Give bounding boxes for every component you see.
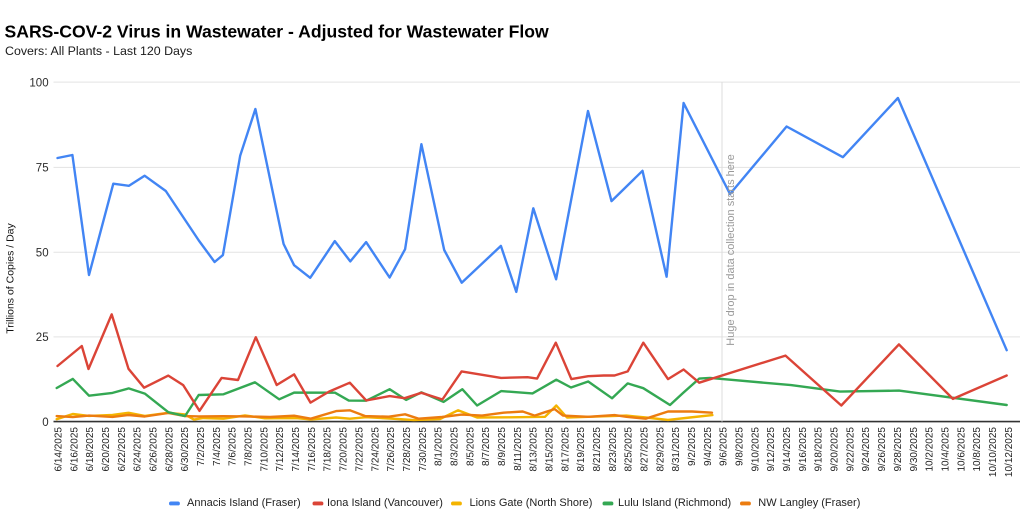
svg-text:6/22/2025: 6/22/2025: [117, 427, 128, 472]
svg-text:9/14/2025: 9/14/2025: [782, 427, 793, 472]
svg-text:7/24/2025: 7/24/2025: [370, 427, 381, 472]
svg-text:7/20/2025: 7/20/2025: [339, 427, 350, 472]
svg-text:10/12/2025: 10/12/2025: [1004, 427, 1015, 477]
svg-text:8/21/2025: 8/21/2025: [592, 427, 603, 472]
svg-text:8/19/2025: 8/19/2025: [576, 427, 587, 472]
svg-text:9/22/2025: 9/22/2025: [845, 427, 856, 472]
svg-text:10/2/2025: 10/2/2025: [925, 427, 936, 472]
svg-text:8/31/2025: 8/31/2025: [671, 427, 682, 472]
svg-text:9/26/2025: 9/26/2025: [877, 427, 888, 472]
svg-text:8/5/2025: 8/5/2025: [465, 427, 476, 466]
svg-text:8/29/2025: 8/29/2025: [655, 427, 666, 472]
svg-text:10/8/2025: 10/8/2025: [972, 427, 983, 472]
svg-text:6/30/2025: 6/30/2025: [180, 427, 191, 472]
svg-text:6/18/2025: 6/18/2025: [85, 427, 96, 472]
svg-text:0: 0: [42, 417, 48, 429]
svg-text:7/26/2025: 7/26/2025: [386, 427, 397, 472]
svg-text:25: 25: [36, 332, 49, 344]
svg-text:9/2/2025: 9/2/2025: [687, 427, 698, 466]
svg-text:7/28/2025: 7/28/2025: [402, 427, 413, 472]
svg-text:7/6/2025: 7/6/2025: [228, 427, 239, 466]
svg-text:7/16/2025: 7/16/2025: [307, 427, 318, 472]
svg-text:7/18/2025: 7/18/2025: [323, 427, 334, 472]
svg-text:8/23/2025: 8/23/2025: [608, 427, 619, 472]
svg-text:Covers: All Plants - Last 120: Covers: All Plants - Last 120 Days: [5, 44, 192, 58]
svg-text:7/10/2025: 7/10/2025: [259, 427, 270, 472]
svg-text:6/20/2025: 6/20/2025: [101, 427, 112, 472]
svg-text:6/16/2025: 6/16/2025: [69, 427, 80, 472]
svg-text:Huge drop in data collection s: Huge drop in data collection starts here: [725, 154, 737, 345]
svg-text:8/3/2025: 8/3/2025: [449, 427, 460, 466]
svg-text:50: 50: [36, 247, 49, 259]
svg-text:6/26/2025: 6/26/2025: [149, 427, 160, 472]
svg-text:9/20/2025: 9/20/2025: [830, 427, 841, 472]
svg-text:9/10/2025: 9/10/2025: [750, 427, 761, 472]
svg-text:Annacis Island (Fraser): Annacis Island (Fraser): [187, 497, 301, 509]
svg-text:9/12/2025: 9/12/2025: [766, 427, 777, 472]
svg-text:Iona Island (Vancouver): Iona Island (Vancouver): [327, 497, 443, 509]
svg-text:10/10/2025: 10/10/2025: [988, 427, 999, 477]
svg-text:8/1/2025: 8/1/2025: [434, 427, 445, 466]
svg-text:9/28/2025: 9/28/2025: [893, 427, 904, 472]
svg-text:8/13/2025: 8/13/2025: [529, 427, 540, 472]
svg-text:6/14/2025: 6/14/2025: [54, 427, 65, 472]
svg-text:9/18/2025: 9/18/2025: [814, 427, 825, 472]
svg-text:7/22/2025: 7/22/2025: [354, 427, 365, 472]
svg-text:SARS-COV-2 Virus in Wastewater: SARS-COV-2 Virus in Wastewater - Adjuste…: [5, 22, 550, 42]
svg-text:Lulu Island (Richmond): Lulu Island (Richmond): [618, 497, 731, 509]
svg-text:9/8/2025: 9/8/2025: [735, 427, 746, 466]
svg-text:8/7/2025: 8/7/2025: [481, 427, 492, 466]
svg-text:8/25/2025: 8/25/2025: [624, 427, 635, 472]
svg-text:Trillions of Copies / Day: Trillions of Copies / Day: [5, 223, 17, 334]
svg-text:9/24/2025: 9/24/2025: [861, 427, 872, 472]
svg-text:7/12/2025: 7/12/2025: [275, 427, 286, 472]
svg-text:100: 100: [29, 77, 48, 89]
svg-text:7/4/2025: 7/4/2025: [212, 427, 223, 466]
svg-text:8/9/2025: 8/9/2025: [497, 427, 508, 466]
svg-text:8/27/2025: 8/27/2025: [640, 427, 651, 472]
svg-text:8/15/2025: 8/15/2025: [545, 427, 556, 472]
svg-text:9/16/2025: 9/16/2025: [798, 427, 809, 472]
svg-text:75: 75: [36, 163, 49, 175]
svg-text:9/30/2025: 9/30/2025: [909, 427, 920, 472]
svg-text:6/28/2025: 6/28/2025: [164, 427, 175, 472]
svg-text:7/8/2025: 7/8/2025: [244, 427, 255, 466]
svg-text:7/14/2025: 7/14/2025: [291, 427, 302, 472]
svg-text:9/4/2025: 9/4/2025: [703, 427, 714, 466]
svg-text:8/11/2025: 8/11/2025: [513, 427, 524, 471]
svg-text:6/24/2025: 6/24/2025: [133, 427, 144, 472]
svg-text:Lions Gate (North Shore): Lions Gate (North Shore): [470, 497, 593, 509]
svg-text:10/4/2025: 10/4/2025: [940, 427, 951, 472]
svg-text:9/6/2025: 9/6/2025: [719, 427, 730, 466]
svg-text:10/6/2025: 10/6/2025: [956, 427, 967, 472]
svg-text:7/30/2025: 7/30/2025: [418, 427, 429, 472]
svg-text:NW Langley (Fraser): NW Langley (Fraser): [758, 497, 860, 509]
svg-text:8/17/2025: 8/17/2025: [560, 427, 571, 472]
svg-text:7/2/2025: 7/2/2025: [196, 427, 207, 466]
